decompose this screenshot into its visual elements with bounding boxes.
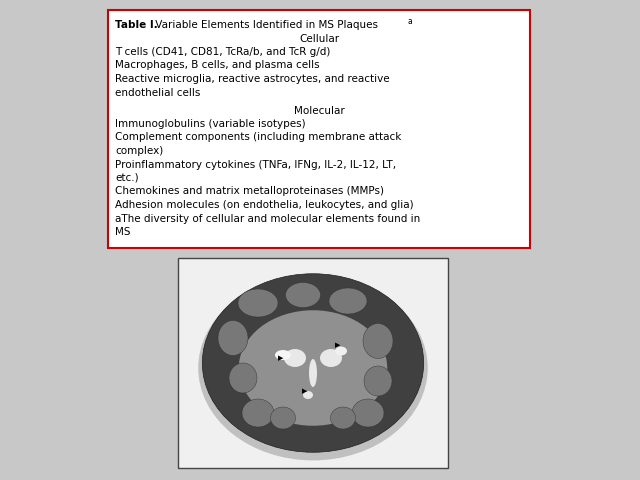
Text: Complement components (including membrane attack: Complement components (including membran… bbox=[115, 132, 401, 143]
Text: Proinflammatory cytokines (TNFa, IFNg, IL-2, IL-12, LT,: Proinflammatory cytokines (TNFa, IFNg, I… bbox=[115, 159, 396, 169]
Ellipse shape bbox=[202, 274, 424, 452]
Ellipse shape bbox=[285, 283, 321, 308]
Ellipse shape bbox=[239, 310, 387, 426]
Ellipse shape bbox=[329, 288, 367, 314]
Text: Molecular: Molecular bbox=[294, 106, 344, 116]
Ellipse shape bbox=[229, 363, 257, 393]
Ellipse shape bbox=[303, 391, 313, 399]
Text: Cellular: Cellular bbox=[299, 34, 339, 44]
Text: endothelial cells: endothelial cells bbox=[115, 87, 200, 97]
Ellipse shape bbox=[238, 289, 278, 317]
Ellipse shape bbox=[364, 366, 392, 396]
Text: ▶: ▶ bbox=[335, 342, 340, 348]
Text: a: a bbox=[407, 17, 412, 26]
FancyBboxPatch shape bbox=[108, 10, 530, 248]
Text: Variable Elements Identified in MS Plaques: Variable Elements Identified in MS Plaqu… bbox=[152, 20, 378, 30]
Text: Macrophages, B cells, and plasma cells: Macrophages, B cells, and plasma cells bbox=[115, 60, 319, 71]
Text: ▶: ▶ bbox=[302, 388, 308, 394]
Ellipse shape bbox=[363, 324, 393, 359]
Ellipse shape bbox=[198, 276, 428, 460]
Ellipse shape bbox=[271, 407, 296, 429]
Text: aThe diversity of cellular and molecular elements found in: aThe diversity of cellular and molecular… bbox=[115, 214, 420, 224]
Text: etc.): etc.) bbox=[115, 173, 139, 183]
Ellipse shape bbox=[275, 350, 291, 360]
Ellipse shape bbox=[284, 349, 306, 367]
Ellipse shape bbox=[330, 407, 355, 429]
FancyBboxPatch shape bbox=[178, 258, 448, 468]
Text: complex): complex) bbox=[115, 146, 163, 156]
Ellipse shape bbox=[352, 399, 384, 427]
Ellipse shape bbox=[218, 321, 248, 356]
Ellipse shape bbox=[309, 359, 317, 387]
Text: MS: MS bbox=[115, 227, 131, 237]
Text: T cells (CD41, CD81, TcRa/b, and TcR g/d): T cells (CD41, CD81, TcRa/b, and TcR g/d… bbox=[115, 47, 330, 57]
Text: Table I.: Table I. bbox=[115, 20, 157, 30]
Ellipse shape bbox=[320, 349, 342, 367]
Text: ▶: ▶ bbox=[278, 355, 284, 361]
Text: Adhesion molecules (on endothelia, leukocytes, and glia): Adhesion molecules (on endothelia, leuko… bbox=[115, 200, 413, 210]
Ellipse shape bbox=[242, 399, 274, 427]
Text: Chemokines and matrix metalloproteinases (MMPs): Chemokines and matrix metalloproteinases… bbox=[115, 187, 384, 196]
Ellipse shape bbox=[335, 347, 347, 356]
Text: Immunoglobulins (variable isotypes): Immunoglobulins (variable isotypes) bbox=[115, 119, 306, 129]
Text: Reactive microglia, reactive astrocytes, and reactive: Reactive microglia, reactive astrocytes,… bbox=[115, 74, 390, 84]
